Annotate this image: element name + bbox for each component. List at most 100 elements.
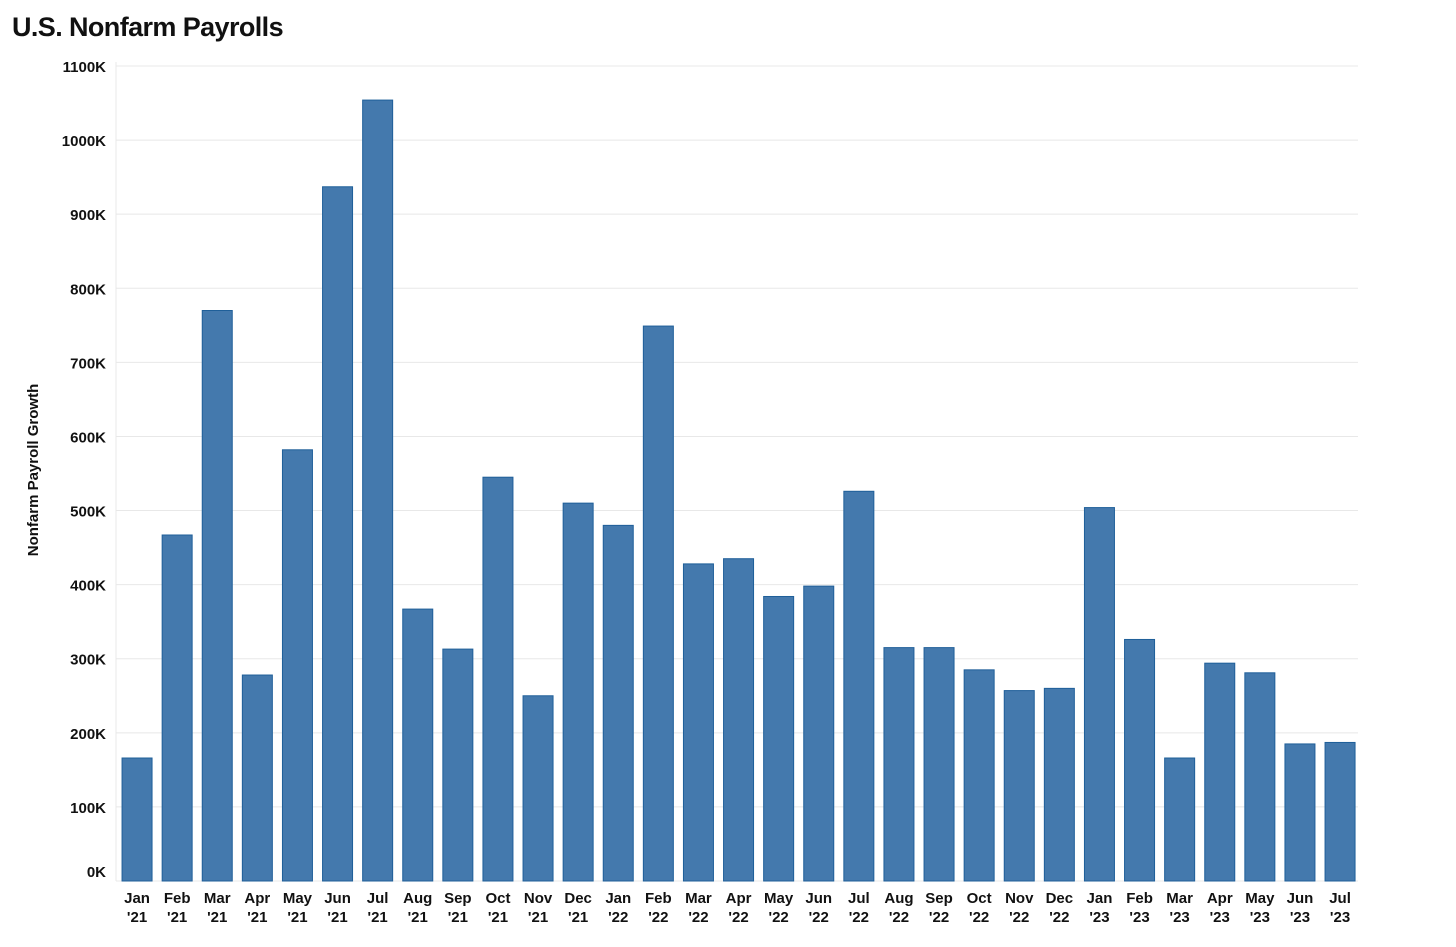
x-tick-label-month: May bbox=[283, 890, 313, 907]
x-tick-label-month: Jul bbox=[367, 890, 389, 907]
y-axis-title: Nonfarm Payroll Growth bbox=[25, 384, 42, 557]
bar bbox=[442, 648, 474, 882]
y-tick-label: 500K bbox=[70, 504, 106, 521]
x-tick-label-month: Feb bbox=[1126, 890, 1153, 907]
bar bbox=[763, 595, 795, 882]
x-tick-label-month: Mar bbox=[1166, 890, 1193, 907]
x-tick-label-month: Jul bbox=[1329, 890, 1351, 907]
y-tick-label: 1100K bbox=[63, 59, 107, 76]
bar bbox=[883, 647, 915, 882]
x-tick-label-year: '23 bbox=[1290, 909, 1310, 926]
bar bbox=[1124, 638, 1156, 882]
y-tick-label: 300K bbox=[70, 652, 106, 669]
y-tick-label: 600K bbox=[70, 429, 106, 446]
x-tick-label-year: '21 bbox=[528, 909, 548, 926]
bar bbox=[1083, 507, 1115, 882]
x-tick-label-year: '21 bbox=[408, 909, 428, 926]
x-tick-label-year: '21 bbox=[127, 909, 147, 926]
bar bbox=[803, 585, 835, 882]
y-axis-ticks: 0K 100K 200K 300K 400K 500K 600K 700K 800K 900K 10… bbox=[62, 59, 106, 881]
bar bbox=[241, 674, 273, 882]
x-tick-label-month: Jan bbox=[124, 890, 150, 907]
x-tick-label-month: Mar bbox=[685, 890, 712, 907]
x-tick-label-month: Jan bbox=[605, 890, 631, 907]
x-tick-label-year: '22 bbox=[849, 909, 869, 926]
y-tick-label: 0K bbox=[87, 864, 106, 881]
x-tick-label-year: '23 bbox=[1210, 909, 1230, 926]
bar bbox=[322, 186, 354, 882]
x-tick-label-year: '21 bbox=[568, 909, 588, 926]
x-tick-label-year: '22 bbox=[929, 909, 949, 926]
bar bbox=[121, 757, 153, 882]
y-tick-label: 700K bbox=[70, 355, 106, 372]
bar bbox=[963, 669, 995, 882]
x-tick-label-month: Nov bbox=[524, 890, 553, 907]
x-tick-label-month: Oct bbox=[967, 890, 992, 907]
x-tick-label-month: Dec bbox=[1046, 890, 1074, 907]
x-tick-label-year: '22 bbox=[608, 909, 628, 926]
x-tick-label-year: '22 bbox=[648, 909, 668, 926]
x-tick-label-year: '21 bbox=[368, 909, 388, 926]
bar bbox=[1164, 757, 1196, 882]
x-tick-label-year: '22 bbox=[969, 909, 989, 926]
chart-title: U.S. Nonfarm Payrolls bbox=[12, 12, 284, 42]
x-tick-label-month: Apr bbox=[726, 890, 752, 907]
x-tick-label-month: Oct bbox=[485, 890, 510, 907]
x-tick-label-year: '21 bbox=[207, 909, 227, 926]
bar bbox=[682, 563, 714, 882]
x-tick-label-year: '22 bbox=[1049, 909, 1069, 926]
x-tick-label-month: Mar bbox=[204, 890, 231, 907]
bar bbox=[602, 524, 634, 882]
bar bbox=[1284, 743, 1316, 882]
bar bbox=[1204, 662, 1236, 882]
x-tick-label-year: '21 bbox=[287, 909, 307, 926]
x-tick-label-month: Sep bbox=[444, 890, 472, 907]
x-tick-label-month: May bbox=[764, 890, 794, 907]
bar bbox=[362, 99, 394, 882]
x-tick-label-year: '22 bbox=[889, 909, 909, 926]
x-tick-label-year: '23 bbox=[1330, 909, 1350, 926]
bar bbox=[562, 502, 594, 882]
bar bbox=[723, 558, 755, 882]
x-tick-label-month: Jan bbox=[1087, 890, 1113, 907]
x-tick-label-month: Aug bbox=[884, 890, 913, 907]
x-tick-label-year: '23 bbox=[1129, 909, 1149, 926]
x-tick-label-month: Jun bbox=[805, 890, 832, 907]
bar bbox=[281, 449, 313, 882]
x-tick-label-month: Jun bbox=[1287, 890, 1314, 907]
y-tick-label: 900K bbox=[70, 207, 106, 224]
x-tick-label-year: '22 bbox=[728, 909, 748, 926]
x-axis-ticks: Jan '21 Feb '21 Mar '21 Apr '21 May '21 Jun '21 Jul '… bbox=[124, 890, 1351, 926]
bar bbox=[201, 310, 233, 882]
x-tick-label-month: Feb bbox=[645, 890, 672, 907]
x-tick-label-year: '23 bbox=[1250, 909, 1270, 926]
bar bbox=[522, 695, 554, 882]
y-tick-label: 100K bbox=[70, 800, 106, 817]
bar bbox=[642, 325, 674, 882]
bars bbox=[121, 99, 1356, 882]
x-tick-label-year: '21 bbox=[327, 909, 347, 926]
x-tick-label-year: '22 bbox=[809, 909, 829, 926]
x-tick-label-month: Jul bbox=[848, 890, 870, 907]
x-tick-label-month: Aug bbox=[403, 890, 432, 907]
y-tick-label: 800K bbox=[70, 281, 106, 298]
x-tick-label-month: Jun bbox=[324, 890, 351, 907]
x-tick-label-year: '22 bbox=[688, 909, 708, 926]
x-tick-label-year: '22 bbox=[769, 909, 789, 926]
bar bbox=[923, 647, 955, 882]
x-tick-label-month: Sep bbox=[925, 890, 953, 907]
x-tick-label-month: Nov bbox=[1005, 890, 1034, 907]
x-tick-label-year: '23 bbox=[1089, 909, 1109, 926]
y-tick-label: 400K bbox=[70, 578, 106, 595]
x-tick-label-year: '22 bbox=[1009, 909, 1029, 926]
bar bbox=[161, 534, 193, 882]
x-tick-label-year: '21 bbox=[167, 909, 187, 926]
x-tick-label-year: '23 bbox=[1170, 909, 1190, 926]
x-tick-label-year: '21 bbox=[247, 909, 267, 926]
bar bbox=[1244, 672, 1276, 882]
x-tick-label-month: Dec bbox=[564, 890, 592, 907]
x-tick-label-year: '21 bbox=[488, 909, 508, 926]
x-tick-label-month: Apr bbox=[1207, 890, 1233, 907]
bar bbox=[843, 490, 875, 882]
